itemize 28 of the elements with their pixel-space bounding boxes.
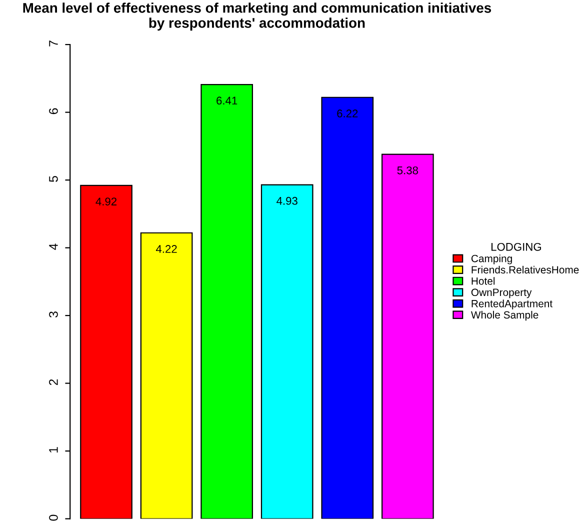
data-label: 4.93 bbox=[276, 196, 298, 205]
chart-title: Mean level of effectiveness of marketing and communication initiatives by respondents' accommodation bbox=[23, 2, 492, 31]
data-label: 5.38 bbox=[397, 166, 418, 174]
legend-label: Hotel bbox=[472, 277, 495, 285]
y-tick-label: 0 bbox=[49, 514, 58, 521]
y-tick-label: 4 bbox=[49, 244, 58, 250]
y-tick-label: 1 bbox=[49, 447, 58, 452]
data-label: 6.41 bbox=[216, 96, 238, 105]
legend-label: Camping bbox=[471, 254, 512, 264]
y-tick-label: 7 bbox=[49, 40, 58, 46]
data-label: 4.22 bbox=[156, 245, 177, 253]
bar bbox=[381, 154, 434, 519]
y-tick-label: 3 bbox=[49, 312, 58, 318]
legend-title: LODGING bbox=[491, 242, 541, 251]
bar bbox=[140, 232, 193, 519]
bar bbox=[321, 96, 374, 519]
data-label: 6.22 bbox=[337, 110, 358, 118]
y-tick-label: 2 bbox=[49, 379, 58, 386]
legend-label: Whole Sample bbox=[470, 310, 538, 321]
bar bbox=[80, 184, 132, 519]
legend-label: RentedApartment bbox=[472, 300, 552, 310]
y-tick-label: 5 bbox=[49, 176, 58, 182]
data-label: 4.92 bbox=[96, 198, 117, 206]
y-tick-label: 6 bbox=[49, 108, 58, 114]
bar bbox=[260, 184, 314, 519]
bar bbox=[200, 84, 253, 519]
legend-label: Friends.RelativesHome bbox=[472, 266, 579, 274]
legend-label: OwnProperty bbox=[471, 288, 532, 298]
